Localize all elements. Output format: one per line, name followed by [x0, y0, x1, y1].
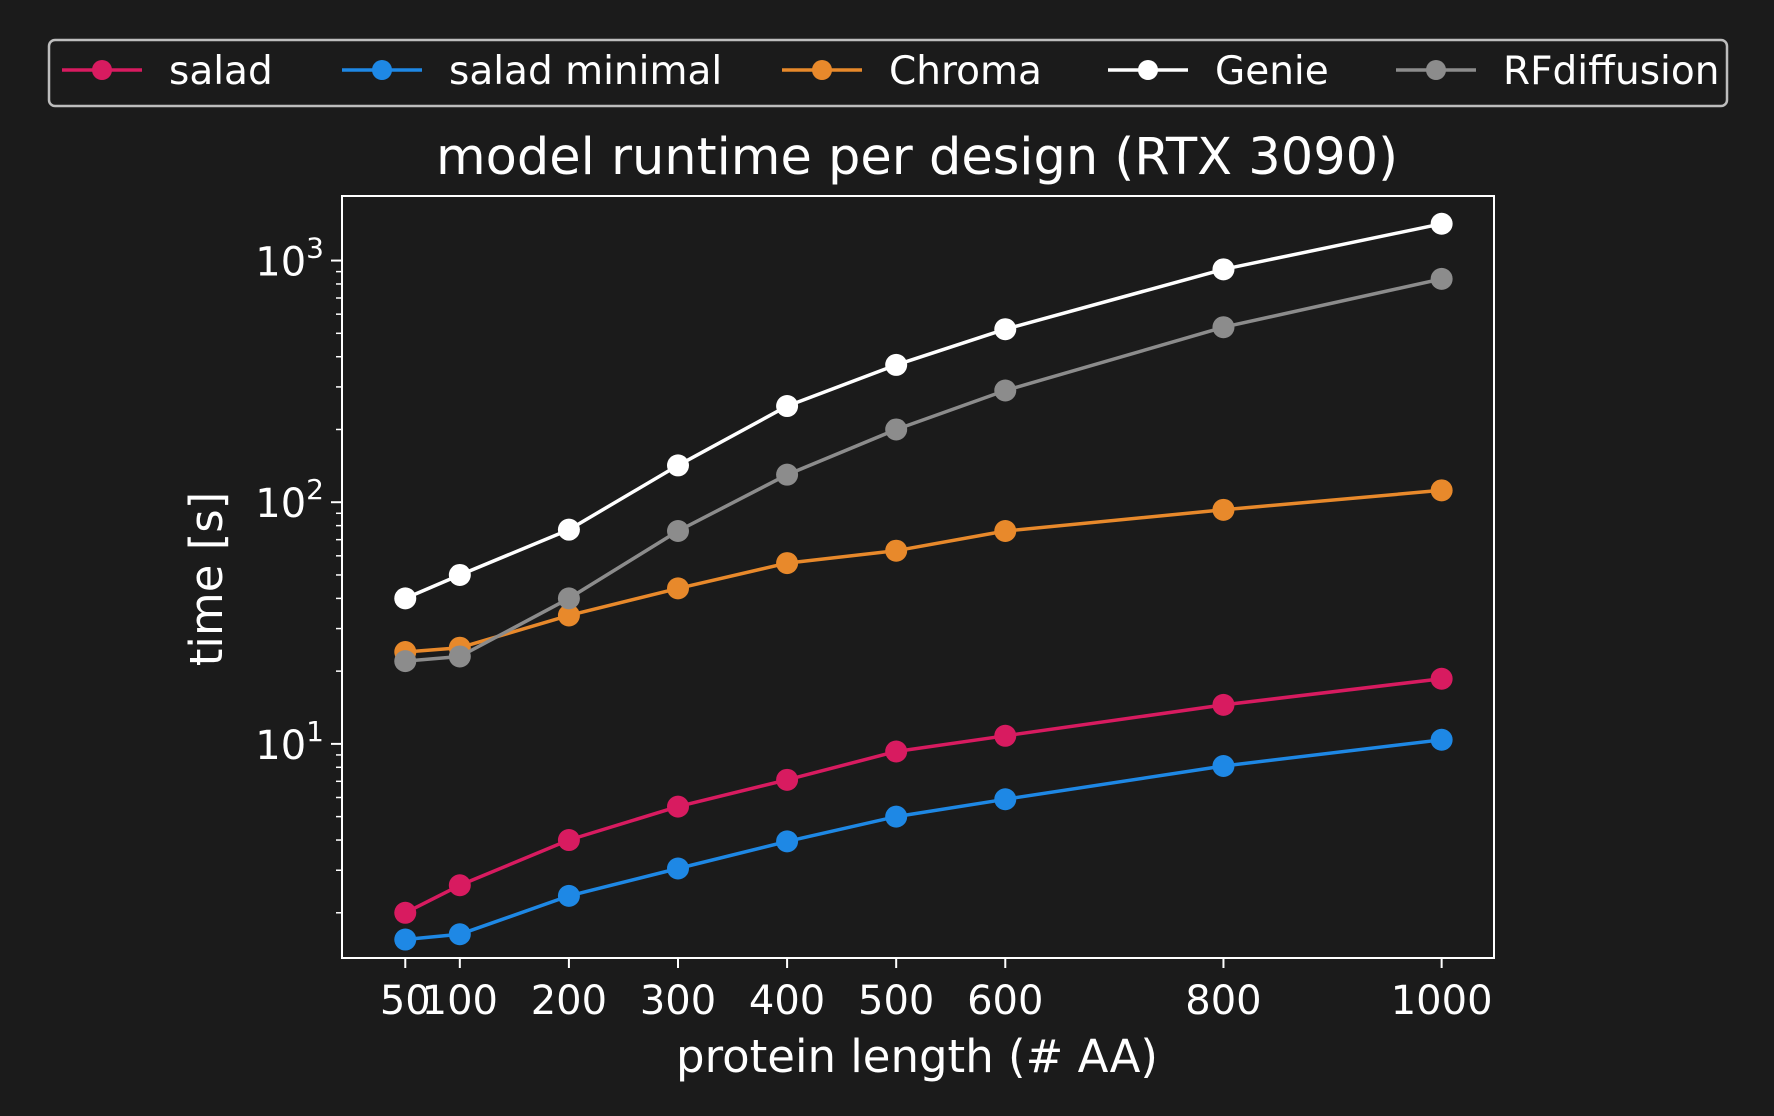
- data-point: [994, 520, 1017, 543]
- data-point: [1212, 754, 1235, 777]
- y-tick-label: 103: [255, 232, 324, 286]
- chart-title: model runtime per design (RTX 3090): [436, 128, 1398, 187]
- legend-label: salad minimal: [449, 49, 722, 94]
- data-point: [885, 539, 908, 562]
- legend-label: Chroma: [889, 49, 1042, 94]
- data-point: [557, 587, 580, 610]
- data-point: [1430, 267, 1453, 290]
- data-point: [885, 353, 908, 376]
- series-salad: [394, 667, 1453, 924]
- data-point: [448, 923, 471, 946]
- y-tick-label-exponent: 3: [306, 232, 324, 265]
- legend-entry: Chroma: [782, 49, 1042, 94]
- data-point: [776, 830, 799, 853]
- legend-entry: salad: [62, 49, 273, 94]
- data-point: [667, 520, 689, 543]
- x-tick-label: 500: [858, 978, 934, 1024]
- plot-frame: [341, 195, 1495, 959]
- data-point: [994, 379, 1017, 402]
- data-point: [885, 740, 908, 763]
- data-point: [394, 587, 417, 610]
- legend-marker-swatch: [1138, 60, 1158, 80]
- data-point: [1212, 693, 1235, 716]
- data-point: [667, 857, 689, 880]
- data-point: [394, 928, 417, 951]
- y-tick-label: 102: [255, 473, 324, 527]
- x-tick-label: 200: [531, 978, 607, 1024]
- legend-label: RFdiffusion: [1503, 49, 1719, 94]
- data-point: [557, 829, 580, 852]
- data-point: [394, 650, 417, 673]
- y-tick-label-base: 10: [255, 481, 306, 527]
- data-point: [1430, 667, 1453, 690]
- data-point: [885, 418, 908, 441]
- data-point: [448, 563, 471, 586]
- data-point: [557, 518, 580, 541]
- x-axis-label: protein length (# AA): [676, 1030, 1158, 1083]
- data-point: [776, 395, 799, 418]
- legend-entry: Genie: [1108, 49, 1329, 94]
- data-point: [1212, 316, 1235, 339]
- y-tick-label-base: 10: [255, 240, 306, 286]
- data-point: [1430, 728, 1453, 751]
- data-point: [1430, 212, 1453, 235]
- legend-frame: [47, 38, 1729, 108]
- y-tick-label-exponent: 1: [306, 715, 324, 748]
- legend-entry: RFdiffusion: [1396, 49, 1719, 94]
- y-axis-label: time [s]: [180, 492, 233, 667]
- legend-marker-swatch: [372, 60, 392, 80]
- legend-entry: salad minimal: [342, 49, 722, 94]
- legend: salad salad minimal Chroma Genie RFdiffusion: [47, 38, 1729, 108]
- legend-marker-swatch: [1426, 60, 1446, 80]
- x-tick-label: 600: [967, 978, 1043, 1024]
- data-point: [994, 318, 1017, 341]
- x-tick-label: 800: [1185, 978, 1261, 1024]
- x-tick-label: 1000: [1391, 978, 1493, 1024]
- legend-marker-swatch: [92, 60, 112, 80]
- data-point: [557, 884, 580, 907]
- data-point: [448, 645, 471, 668]
- x-tick-label: 300: [640, 978, 716, 1024]
- data-point: [667, 454, 689, 477]
- data-point: [776, 463, 799, 486]
- data-point: [557, 604, 580, 627]
- series-layer: [394, 212, 1453, 951]
- y-tick-label-base: 10: [255, 723, 306, 769]
- series-rfdiffusion: [394, 267, 1453, 673]
- x-tick-label: 100: [422, 978, 498, 1024]
- data-point: [448, 874, 471, 897]
- data-point: [885, 805, 908, 828]
- data-point: [1430, 479, 1453, 502]
- x-tick-label: 400: [749, 978, 825, 1024]
- data-point: [1212, 498, 1235, 521]
- legend-label: salad: [169, 49, 273, 94]
- y-tick-label: 101: [255, 715, 324, 769]
- data-point: [994, 788, 1017, 811]
- series-salad-minimal: [394, 728, 1453, 951]
- legend-marker-swatch: [812, 60, 832, 80]
- data-point: [776, 768, 799, 791]
- data-point: [1212, 258, 1235, 281]
- legend-label: Genie: [1215, 49, 1329, 94]
- x-tick-label: 50: [380, 978, 431, 1024]
- data-point: [776, 552, 799, 575]
- data-point: [394, 901, 417, 924]
- data-point: [667, 577, 689, 600]
- data-point: [667, 795, 689, 818]
- y-tick-label-exponent: 2: [306, 473, 324, 506]
- series-genie: [394, 212, 1453, 610]
- data-point: [994, 724, 1017, 747]
